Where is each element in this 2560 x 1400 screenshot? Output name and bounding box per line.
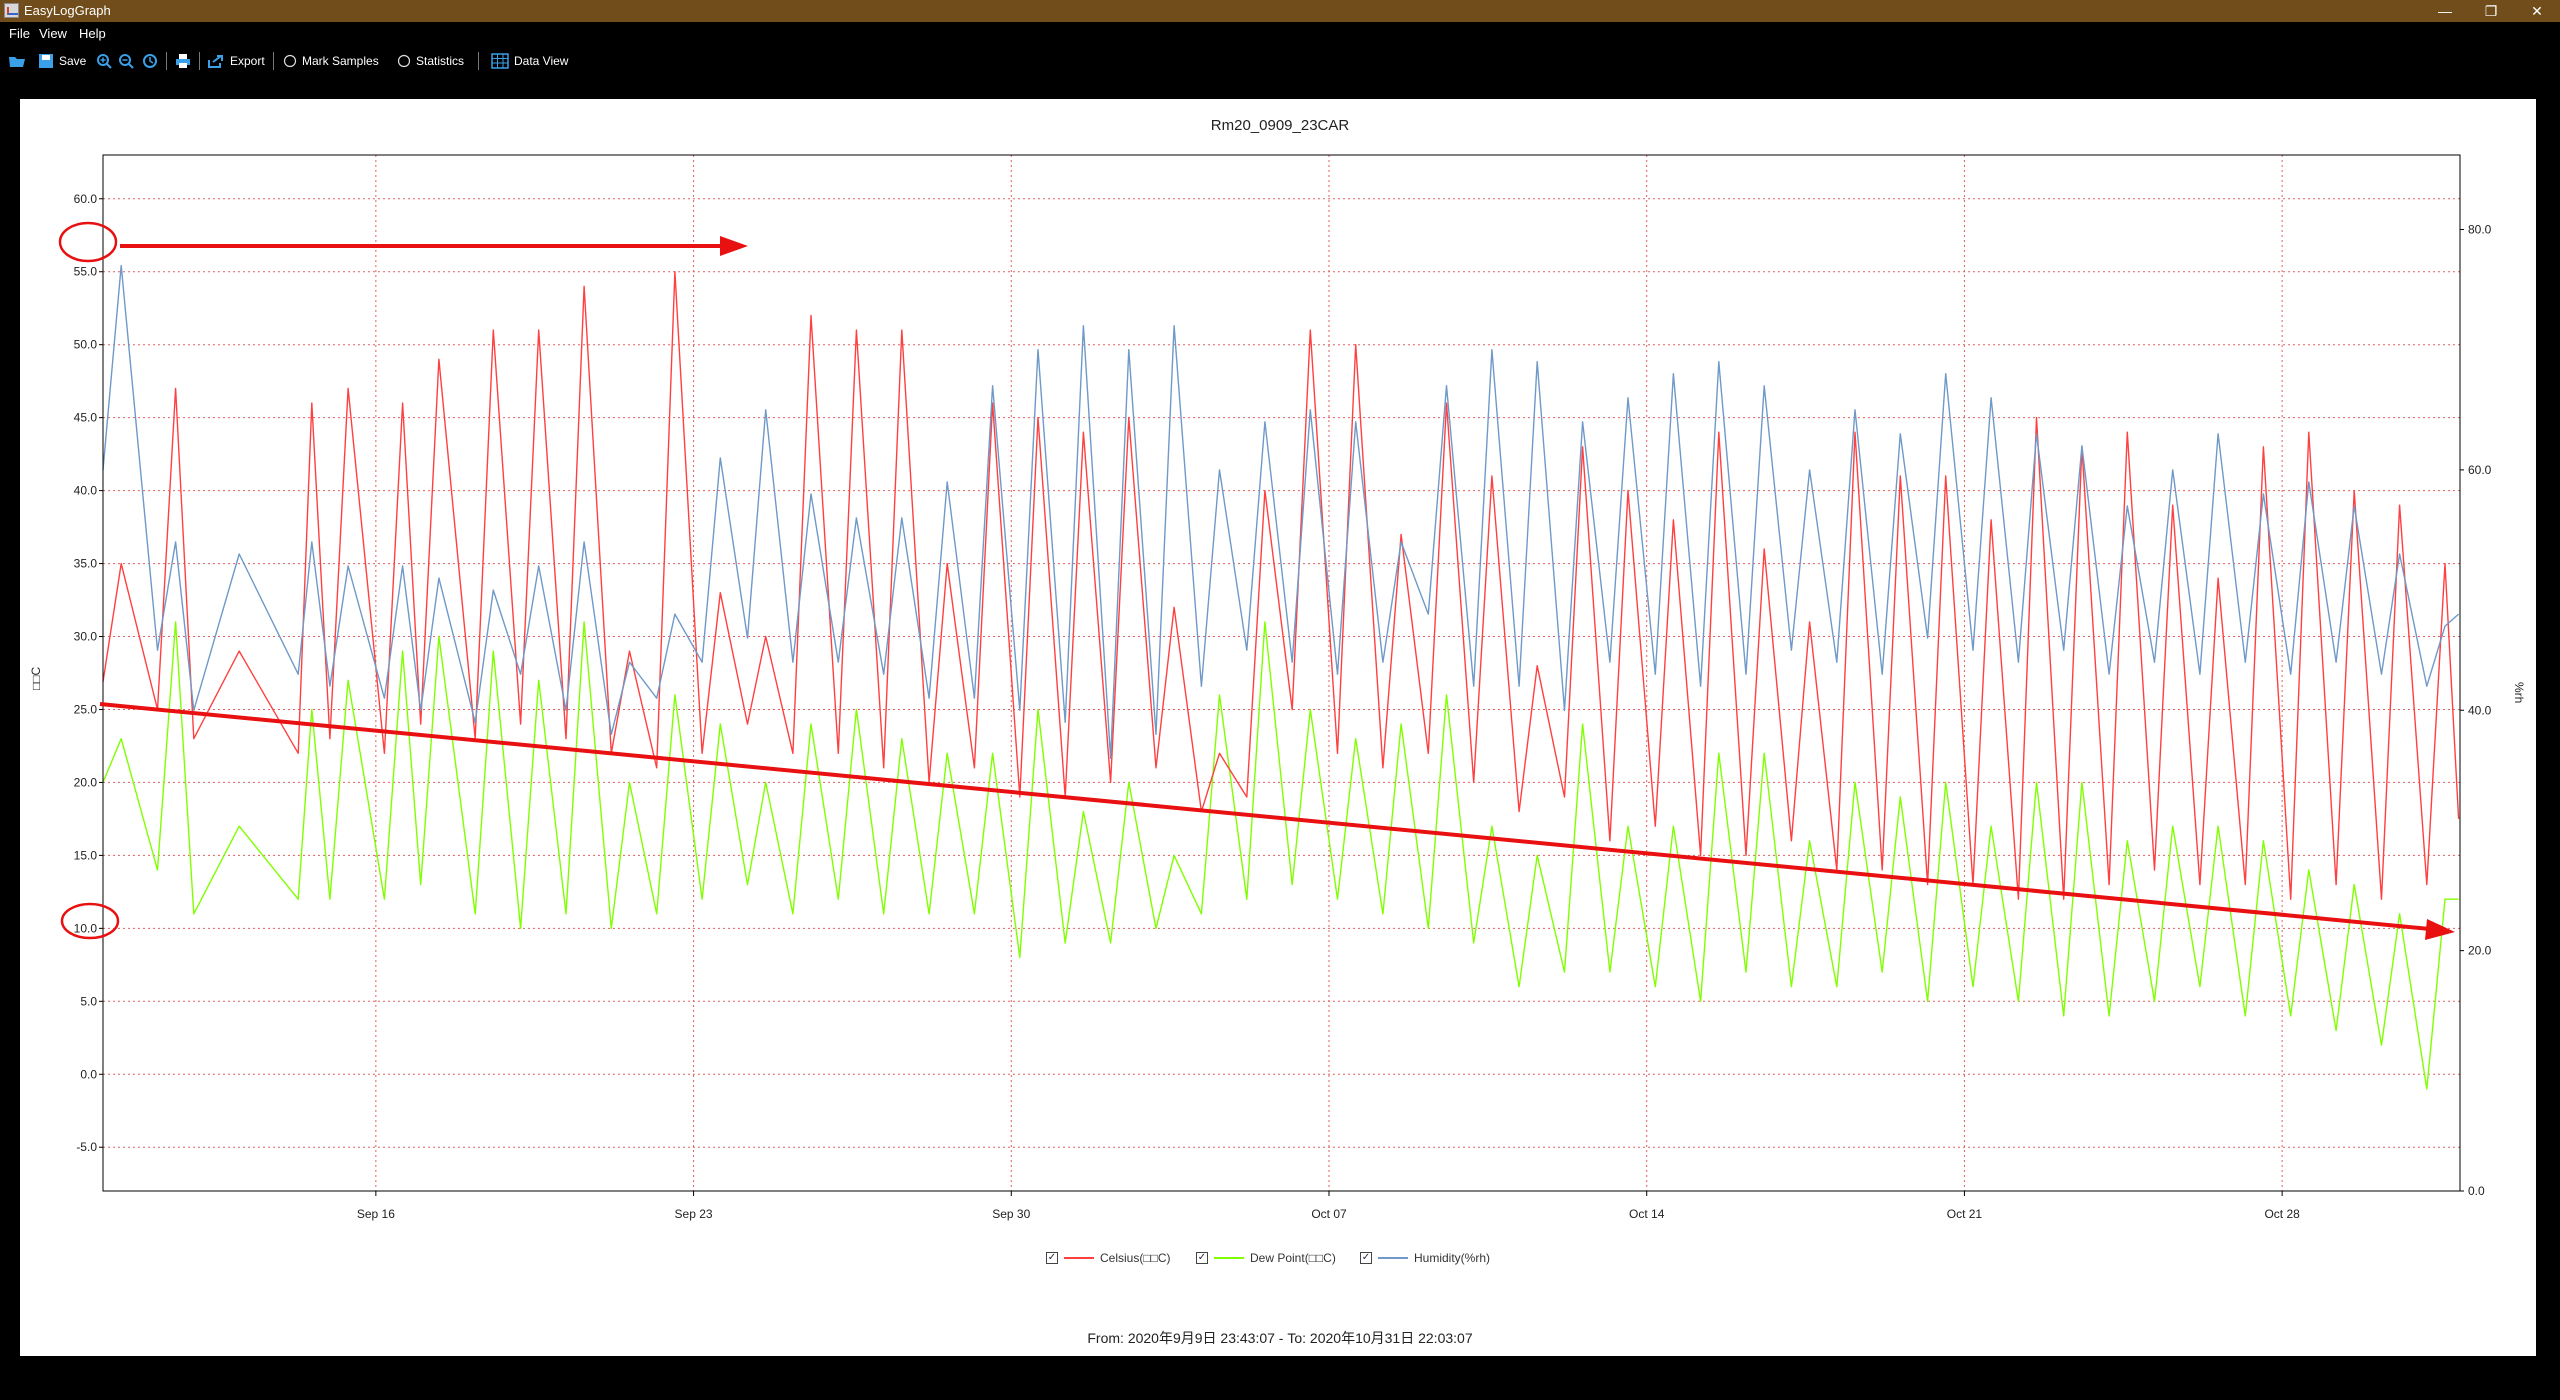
legend-checkbox[interactable]: ✓: [1046, 1252, 1058, 1264]
legend-label: Dew Point(□□C): [1250, 1251, 1336, 1265]
annotation-trend-arrow: [99, 702, 2431, 931]
save-icon: [39, 54, 53, 68]
legend-label: Humidity(%rh): [1414, 1251, 1491, 1265]
status-bar: [0, 1370, 2560, 1400]
open-icon: [9, 57, 25, 67]
legend-checkbox[interactable]: ✓: [1360, 1252, 1372, 1264]
window-title: EasyLogGraph: [24, 3, 111, 18]
legend-swatch: [1064, 1257, 1094, 1259]
legend-swatch: [1378, 1257, 1408, 1259]
y-tick-label: 40.0: [74, 484, 98, 498]
y2-tick-label: 80.0: [2468, 223, 2492, 237]
toolbar: Save Export Mark Samples Statistics Data…: [0, 46, 2560, 76]
x-tick-label: Sep 16: [357, 1207, 395, 1221]
y-axis-label: □□C: [29, 667, 43, 690]
y-tick-label: -5.0: [76, 1140, 97, 1154]
y-tick-label: 55.0: [74, 265, 98, 279]
y-tick-label: 5.0: [80, 994, 97, 1008]
legend-swatch: [1214, 1257, 1244, 1259]
mark-samples-button[interactable]: Mark Samples: [283, 51, 379, 71]
zoom-reset-button[interactable]: [142, 51, 158, 71]
toolbar-separator: [273, 52, 274, 70]
clock-icon: [143, 54, 157, 68]
y2-axis-label: %rh: [2512, 682, 2526, 703]
export-label: Export: [230, 54, 265, 68]
legend-checkbox[interactable]: ✓: [1196, 1252, 1208, 1264]
y-tick-label: 25.0: [74, 702, 98, 716]
y2-tick-label: 40.0: [2468, 703, 2492, 717]
annotation-circle: [60, 902, 120, 940]
radio-icon: [397, 54, 411, 68]
statistics-label: Statistics: [416, 54, 465, 68]
grid-table-icon: [491, 53, 509, 69]
legend-celsius[interactable]: ✓ Celsius(□□C): [1046, 1250, 1171, 1266]
annotation-circle: [58, 221, 118, 263]
annotation-arrowhead: [720, 236, 748, 256]
legend-dew-point[interactable]: ✓ Dew Point(□□C): [1196, 1250, 1336, 1266]
x-tick-label: Oct 14: [1629, 1207, 1665, 1221]
y-tick-label: 45.0: [74, 411, 98, 425]
zoom-in-icon: [97, 54, 112, 69]
zoom-out-button[interactable]: [118, 51, 134, 71]
y-tick-label: 0.0: [80, 1067, 97, 1081]
toolbar-separator: [478, 52, 479, 70]
y2-tick-label: 0.0: [2468, 1184, 2485, 1198]
x-tick-label: Sep 30: [992, 1207, 1030, 1221]
y-tick-label: 60.0: [74, 192, 98, 206]
y-tick-label: 35.0: [74, 557, 98, 571]
save-label: Save: [59, 54, 87, 68]
menu-bar: File View Help: [0, 22, 2560, 44]
open-button[interactable]: [8, 51, 26, 71]
y-tick-label: 10.0: [74, 921, 98, 935]
menu-view[interactable]: View: [39, 26, 67, 41]
close-button[interactable]: ✕: [2531, 3, 2543, 19]
x-tick-label: Oct 28: [2264, 1207, 2300, 1221]
mark-samples-label: Mark Samples: [302, 54, 379, 68]
app-logo-icon: [4, 3, 19, 18]
series-celsius: [102, 271, 2460, 900]
y2-tick-label: 60.0: [2468, 463, 2492, 477]
y-tick-label: 15.0: [74, 848, 98, 862]
save-button[interactable]: Save: [38, 51, 86, 71]
plot-area-border: [102, 154, 2461, 1192]
data-view-label: Data View: [514, 54, 569, 68]
minimize-button[interactable]: —: [2438, 3, 2452, 19]
zoom-out-icon: [119, 54, 134, 69]
series-dew-point: [102, 621, 2459, 1090]
x-tick-label: Oct 07: [1311, 1207, 1347, 1221]
restore-button[interactable]: ❐: [2484, 3, 2498, 19]
toolbar-separator: [199, 52, 200, 70]
print-button[interactable]: [175, 51, 191, 71]
legend-humidity[interactable]: ✓ Humidity(%rh): [1360, 1250, 1490, 1266]
title-bar: EasyLogGraph — ❐ ✕: [0, 0, 2560, 22]
x-tick-label: Sep 23: [675, 1207, 713, 1221]
legend-label: Celsius(□□C): [1100, 1251, 1171, 1265]
x-tick-label: Oct 21: [1947, 1207, 1983, 1221]
date-range-text: From: 2020年9月9日 23:43:07 - To: 2020年10月3…: [1087, 1330, 1473, 1346]
toolbar-separator: [166, 52, 167, 70]
chart-panel: [20, 99, 2536, 1356]
y-tick-label: 20.0: [74, 775, 98, 789]
radio-icon: [283, 54, 297, 68]
annotation-arrowhead: [2425, 919, 2455, 940]
y-tick-label: 50.0: [74, 338, 98, 352]
zoom-in-button[interactable]: [96, 51, 112, 71]
data-view-button[interactable]: Data View: [491, 51, 568, 71]
y2-tick-label: 20.0: [2468, 944, 2492, 958]
chart-title: Rm20_0909_23CAR: [1210, 117, 1350, 134]
y-tick-label: 30.0: [74, 630, 98, 644]
export-icon: [208, 55, 223, 68]
export-button[interactable]: Export: [207, 51, 265, 71]
print-icon: [176, 54, 190, 68]
series-humidity: [102, 264, 2460, 759]
menu-file[interactable]: File: [9, 26, 30, 41]
statistics-button[interactable]: Statistics: [397, 51, 464, 71]
menu-help[interactable]: Help: [79, 26, 106, 41]
